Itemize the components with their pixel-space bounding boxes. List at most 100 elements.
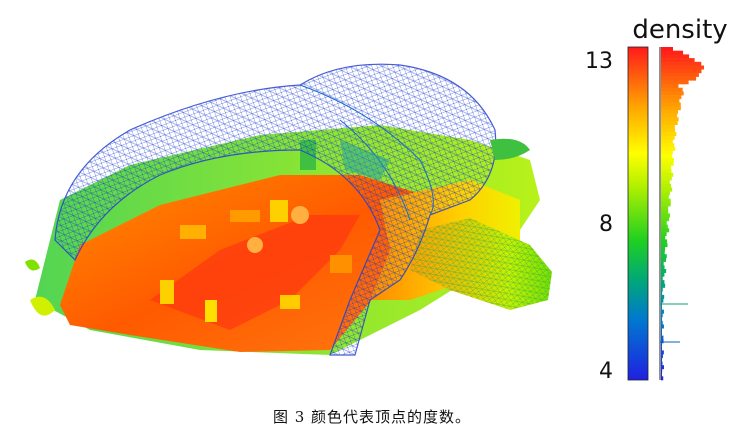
histogram-bar (661, 239, 668, 244)
histogram-bar (661, 339, 664, 344)
histogram-bar (661, 335, 664, 340)
histogram-bar (661, 154, 672, 159)
histogram-bar (661, 361, 663, 366)
histogram-bar (661, 213, 671, 218)
histogram-bar (661, 191, 670, 196)
histogram-bar (661, 84, 679, 88)
histogram-bar (661, 198, 671, 203)
histogram-bar (661, 50, 684, 55)
histogram-bar (661, 269, 667, 273)
histogram-bar (661, 287, 663, 292)
colorbar-title: density (632, 15, 727, 45)
wireframe-dome (54, 63, 497, 356)
histogram-bar (661, 324, 664, 329)
histogram-bar (661, 254, 667, 259)
histogram-bar (661, 357, 662, 362)
histogram-bar (661, 76, 697, 81)
colorbar-tick-max: 13 (585, 49, 613, 74)
histogram-bar (661, 65, 704, 70)
colorbar-tick-mid: 8 (599, 212, 613, 237)
histogram-bar (661, 320, 663, 325)
histogram-bar (661, 124, 675, 129)
histogram-bar (661, 365, 664, 370)
histogram-bar (661, 128, 676, 133)
density-histogram (659, 47, 704, 381)
histogram-bar (661, 47, 673, 51)
histogram-bar (661, 272, 665, 277)
histogram-bar (661, 143, 675, 148)
histogram-bar (661, 235, 666, 240)
histogram-bar (661, 95, 682, 100)
histogram-bar (661, 206, 669, 211)
histogram-bar (661, 350, 664, 355)
histogram-bar (661, 294, 665, 299)
histogram-bar (661, 232, 667, 236)
histogram-bar (661, 217, 669, 222)
red-band (150, 215, 360, 330)
histogram-bar (661, 150, 673, 155)
histogram-bar (661, 161, 674, 166)
histogram-bar (661, 132, 677, 137)
histogram-bar (661, 72, 699, 77)
histogram-bar (661, 165, 672, 170)
histogram-bar (661, 121, 678, 125)
histogram-bar (661, 135, 675, 140)
histogram-bar (661, 243, 668, 248)
histogram-bar (661, 257, 667, 262)
histogram-bar (661, 220, 667, 225)
histogram-bar (661, 58, 695, 63)
histogram-bar (661, 69, 702, 74)
histogram-bar (661, 180, 670, 185)
histogram-bar (661, 306, 662, 310)
histogram-bar (661, 80, 689, 85)
histogram-bar (661, 368, 663, 373)
histogram-bar (661, 146, 676, 151)
histogram-bar (661, 317, 662, 322)
histogram-bar (661, 313, 663, 318)
histogram-bar (661, 102, 681, 107)
histogram-bar (661, 195, 669, 199)
histogram-bar (661, 376, 664, 381)
histogram-bar (661, 250, 665, 255)
histogram-bar (661, 54, 690, 59)
mesh-illustration (25, 63, 552, 356)
histogram-bar (661, 276, 663, 281)
histogram-bar (661, 87, 683, 92)
histogram-bar (661, 372, 662, 377)
histogram-bar (661, 106, 681, 111)
histogram-bar (661, 328, 662, 333)
histogram-bar (661, 309, 664, 314)
histogram-bar (661, 261, 664, 266)
histogram-bar (661, 354, 663, 359)
histogram-bar (661, 187, 673, 192)
histogram-bar (661, 183, 672, 188)
histogram-bar (661, 228, 670, 233)
histogram-bar (661, 202, 671, 207)
histogram-bar (661, 331, 662, 336)
histogram-bar (661, 176, 672, 181)
figure-caption: 图 3 颜色代表顶点的度数。 (272, 408, 472, 426)
histogram-bar (661, 343, 662, 347)
histogram-bar (661, 265, 665, 270)
histogram-bar (661, 298, 664, 303)
histogram-bar (661, 158, 674, 162)
histogram-bar (661, 169, 672, 174)
histogram-bar (661, 172, 674, 177)
histogram-bar (661, 291, 663, 296)
histogram-bar (661, 302, 662, 307)
histogram-bar (661, 246, 666, 251)
histogram-bar (661, 91, 684, 96)
histogram-bar (661, 209, 669, 214)
histogram-bar (661, 109, 678, 114)
histogram-bar (661, 117, 679, 122)
histogram-bar (661, 139, 673, 144)
histogram-bar (661, 98, 680, 103)
histogram-bar (661, 283, 666, 288)
colorbar: density 13 8 4 (585, 15, 728, 384)
colorbar-gradient (627, 46, 649, 381)
colorbar-tick-min: 4 (599, 359, 613, 384)
histogram-bar (661, 346, 662, 351)
histogram-bar (661, 113, 678, 118)
histogram-bar (661, 224, 668, 229)
